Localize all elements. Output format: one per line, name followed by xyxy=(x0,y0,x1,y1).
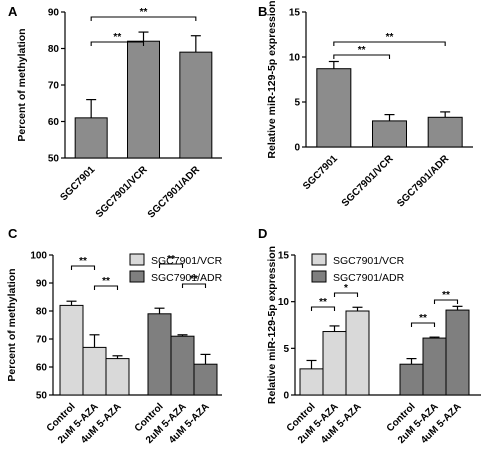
chart-a-bar xyxy=(127,40,160,159)
chart-c-y-tick-label: 100 xyxy=(30,251,47,262)
chart-a-y-axis-title: Percent of methylation xyxy=(16,28,28,141)
chart-c-sig-3-significance: ** xyxy=(190,274,198,285)
chart-d-bar-0-0 xyxy=(299,368,324,396)
chart-c-bar-1-2 xyxy=(193,363,218,396)
chart-d-legend-label-1: SGC7901/ADR xyxy=(333,272,405,284)
chart-a-bar xyxy=(74,117,108,159)
chart-c-legend-label-0: SGC7901/VCR xyxy=(151,255,223,267)
chart-b: 0 5 10 15 Relative miR-129-5p expression SGC7… xyxy=(266,0,473,209)
chart-a-sig-0-significance: ** xyxy=(113,32,121,43)
chart-d-bar-0-1 xyxy=(322,331,347,396)
chart-d-sig-2-bracket xyxy=(410,322,436,327)
chart-d-sig-1-significance: * xyxy=(344,283,348,294)
chart-b-y-tick-label: 0 xyxy=(294,143,300,154)
chart-d-sig-1-bracket xyxy=(333,292,359,297)
chart-b-sig-1-significance: ** xyxy=(386,32,394,43)
chart-d-bar-1-2 xyxy=(445,309,470,396)
chart-d-sig-3-significance: ** xyxy=(442,290,450,301)
chart-b-bar xyxy=(427,116,463,148)
chart-d-y-axis-title: Relative miR-129-5p expression xyxy=(266,246,278,404)
panel-letter-d: D xyxy=(258,226,267,241)
chart-a-y-tick-label: 50 xyxy=(48,154,60,165)
chart-c-bar-0-2 xyxy=(105,358,130,396)
chart-c-bar-1-1 xyxy=(170,335,195,396)
chart-d-sig-0-significance: ** xyxy=(319,297,327,308)
chart-b-sig-1-bracket xyxy=(333,41,446,46)
chart-c-sig-1-bracket xyxy=(93,285,119,290)
chart-c-y-tick-label: 50 xyxy=(36,391,48,402)
chart-d-bar-1-1 xyxy=(422,337,447,396)
chart-a-x-tick-label: SGC7901/ADR xyxy=(146,164,203,221)
chart-d-sig-2-significance: ** xyxy=(419,313,427,324)
chart-d-legend-label-0: SGC7901/VCR xyxy=(333,255,405,267)
chart-b-bar xyxy=(316,68,352,148)
chart-a-y-tick-label: 70 xyxy=(48,81,60,92)
chart-c-bar-0-1 xyxy=(82,346,107,396)
chart-b-y-axis-title: Relative miR-129-5p expression xyxy=(266,0,278,158)
chart-d-legend-swatch-1 xyxy=(311,270,327,283)
panel-letter-b: B xyxy=(258,4,267,19)
chart-c-legend-swatch-1 xyxy=(129,270,145,283)
chart-b-x-tick-label: SGC7901 xyxy=(301,153,340,192)
chart-d-y-tick-label: 5 xyxy=(283,344,289,355)
chart-c-y-axis-title: Percent of methylation xyxy=(6,268,18,381)
chart-a-sig-0-bracket xyxy=(90,41,145,46)
chart-a-x-tick-label: SGC7901/VCR xyxy=(94,164,150,220)
chart-a-y-tick-label: 80 xyxy=(48,44,60,55)
chart-a-x-tick-label: SGC7901 xyxy=(58,164,97,203)
chart-c-bar-1-0 xyxy=(147,313,172,396)
chart-c-y-tick-label: 90 xyxy=(36,279,48,290)
chart-a-bar xyxy=(179,51,213,159)
chart-c-sig-1-significance: ** xyxy=(102,276,110,287)
chart-a-sig-1-bracket xyxy=(90,16,197,21)
chart-a-y-tick-label: 60 xyxy=(48,117,60,128)
chart-b-bar xyxy=(372,120,407,148)
chart-c-sig-0-bracket xyxy=(70,265,96,270)
panel-letter-a: A xyxy=(8,4,18,19)
chart-a-y-tick-label: 90 xyxy=(48,8,60,19)
chart-b-y-tick-label: 5 xyxy=(294,98,300,109)
chart-a-sig-1-significance: ** xyxy=(140,7,148,18)
chart-d-sig-3-bracket xyxy=(433,299,459,304)
chart-b-x-tick-label: SGC7901/ADR xyxy=(395,153,452,210)
chart-c-sig-2-significance: ** xyxy=(167,254,175,265)
chart-b-sig-0-bracket xyxy=(333,54,391,59)
chart-b-sig-0-significance: ** xyxy=(358,45,366,56)
chart-b-y-tick-label: 10 xyxy=(289,53,301,64)
chart-c-y-tick-label: 80 xyxy=(36,307,48,318)
chart-d-bar-0-2 xyxy=(345,310,370,396)
chart-b-y-tick-label: 15 xyxy=(289,8,301,19)
chart-c-sig-0-significance: ** xyxy=(79,256,87,267)
chart-c-legend-swatch-0 xyxy=(129,253,145,266)
chart-d-y-tick-label: 0 xyxy=(283,391,289,402)
chart-c-legend-label-1: SGC7901/ADR xyxy=(151,272,223,284)
chart-d-bar-1-0 xyxy=(399,363,424,396)
chart-d-legend-swatch-0 xyxy=(311,253,327,266)
chart-c-sig-3-bracket xyxy=(181,283,207,288)
chart-d-sig-0-bracket xyxy=(310,306,336,311)
panel-letter-c: C xyxy=(8,226,18,241)
chart-d-y-tick-label: 15 xyxy=(278,251,290,262)
chart-c-y-tick-label: 60 xyxy=(36,363,48,374)
chart-c-sig-2-bracket xyxy=(158,263,184,268)
chart-d-y-tick-label: 10 xyxy=(278,297,290,308)
chart-c-bar-0-0 xyxy=(59,304,84,396)
chart-b-x-tick-label: SGC7901/VCR xyxy=(340,153,396,209)
chart-c-y-tick-label: 70 xyxy=(36,335,48,346)
